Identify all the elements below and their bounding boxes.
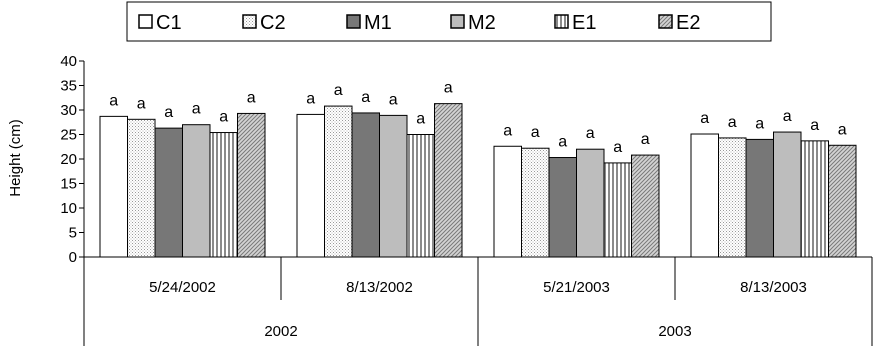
y-axis-label: Height (cm) bbox=[7, 119, 24, 197]
bar-label: a bbox=[164, 104, 173, 121]
legend-swatch-M1 bbox=[346, 14, 361, 29]
bar-C2-3 bbox=[718, 137, 747, 258]
bar-label: a bbox=[361, 89, 370, 106]
bar-label: a bbox=[219, 109, 228, 126]
bar-label: a bbox=[389, 91, 398, 108]
bar-C2-2 bbox=[521, 147, 550, 258]
bar-label: a bbox=[444, 80, 453, 97]
bar-label: a bbox=[503, 122, 512, 139]
bar-M1-3 bbox=[745, 138, 774, 258]
x-group-label: 2003 bbox=[658, 323, 691, 340]
bar-label: a bbox=[192, 101, 201, 118]
bar-C1-0 bbox=[99, 115, 128, 258]
x-tick-label: 5/21/2003 bbox=[543, 279, 610, 296]
x-group-label: 2002 bbox=[264, 323, 297, 340]
bar-C1-1 bbox=[296, 113, 325, 258]
y-tick-label: 15 bbox=[60, 176, 77, 193]
bar-E2-2 bbox=[631, 154, 660, 258]
bar-label: a bbox=[700, 110, 709, 127]
y-tick-label: 25 bbox=[60, 127, 77, 144]
x-tick-label: 8/13/2003 bbox=[740, 279, 807, 296]
bar-label: a bbox=[810, 117, 819, 134]
bar-C1-2 bbox=[493, 145, 522, 258]
y-tick-label: 40 bbox=[60, 53, 77, 70]
bar-label: a bbox=[531, 124, 540, 141]
bar-label: a bbox=[641, 131, 650, 148]
bar-label: a bbox=[783, 108, 792, 125]
bar-E1-1 bbox=[406, 134, 435, 258]
legend-swatch-E2 bbox=[658, 14, 673, 29]
legend-swatch-M2 bbox=[450, 14, 465, 29]
bar-label: a bbox=[334, 82, 343, 99]
bar-label: a bbox=[586, 125, 595, 142]
bars bbox=[99, 103, 857, 258]
bar-M1-2 bbox=[548, 157, 577, 258]
bar-label: a bbox=[306, 90, 315, 107]
y-tick-label: 0 bbox=[69, 249, 77, 266]
x-tick-label: 8/13/2002 bbox=[346, 279, 413, 296]
bar-label: a bbox=[416, 111, 425, 128]
bar-E1-2 bbox=[603, 162, 632, 258]
legend-label: M2 bbox=[468, 12, 496, 34]
legend: C1 C2 M1 M2 E1 E2 bbox=[126, 1, 772, 42]
bar-C2-1 bbox=[324, 105, 353, 258]
legend-swatch-E1 bbox=[554, 14, 569, 29]
bar-label: a bbox=[613, 139, 622, 156]
bar-labels: a a a a a a a a a a a a a a a a a a a a a a a a bbox=[109, 80, 847, 156]
bar-M2-0 bbox=[182, 124, 211, 258]
bar-label: a bbox=[728, 114, 737, 131]
bar-E1-3 bbox=[800, 140, 829, 258]
legend-swatch-C1 bbox=[138, 14, 153, 29]
bar-M1-0 bbox=[154, 127, 183, 258]
y-axis: 0 5 10 15 20 25 30 35 40 bbox=[60, 53, 85, 266]
bar-label: a bbox=[247, 89, 256, 106]
bar-E2-0 bbox=[237, 112, 266, 258]
x-axis: 5/24/2002 8/13/2002 2002 5/21/2003 8/13/2003… bbox=[83, 256, 873, 346]
bar-M2-1 bbox=[379, 114, 408, 258]
y-tick-label: 20 bbox=[60, 151, 77, 168]
y-tick-label: 5 bbox=[69, 225, 77, 242]
bar-M1-1 bbox=[351, 112, 380, 258]
legend-label: C1 bbox=[156, 12, 182, 34]
bar-E2-1 bbox=[434, 103, 463, 258]
bar-E2-3 bbox=[828, 144, 857, 258]
bar-M2-2 bbox=[576, 148, 605, 258]
bar-C1-3 bbox=[690, 133, 719, 258]
bar-C2-0 bbox=[127, 118, 156, 258]
y-tick-label: 30 bbox=[60, 102, 77, 119]
legend-swatch-C2 bbox=[242, 14, 257, 29]
legend-label: E2 bbox=[676, 12, 700, 34]
bar-label: a bbox=[558, 134, 567, 151]
y-tick-label: 10 bbox=[60, 200, 77, 217]
bar-label: a bbox=[137, 95, 146, 112]
legend-box bbox=[126, 1, 772, 42]
x-tick-label: 5/24/2002 bbox=[149, 279, 216, 296]
bar-label: a bbox=[838, 121, 847, 138]
legend-label: E1 bbox=[572, 12, 596, 34]
legend-label: M1 bbox=[364, 12, 392, 34]
bar-M2-3 bbox=[773, 131, 802, 258]
bar-E1-0 bbox=[209, 132, 238, 258]
legend-label: C2 bbox=[260, 12, 286, 34]
bar-label: a bbox=[109, 92, 118, 109]
bar-label: a bbox=[755, 115, 764, 132]
y-tick-label: 35 bbox=[60, 78, 77, 95]
